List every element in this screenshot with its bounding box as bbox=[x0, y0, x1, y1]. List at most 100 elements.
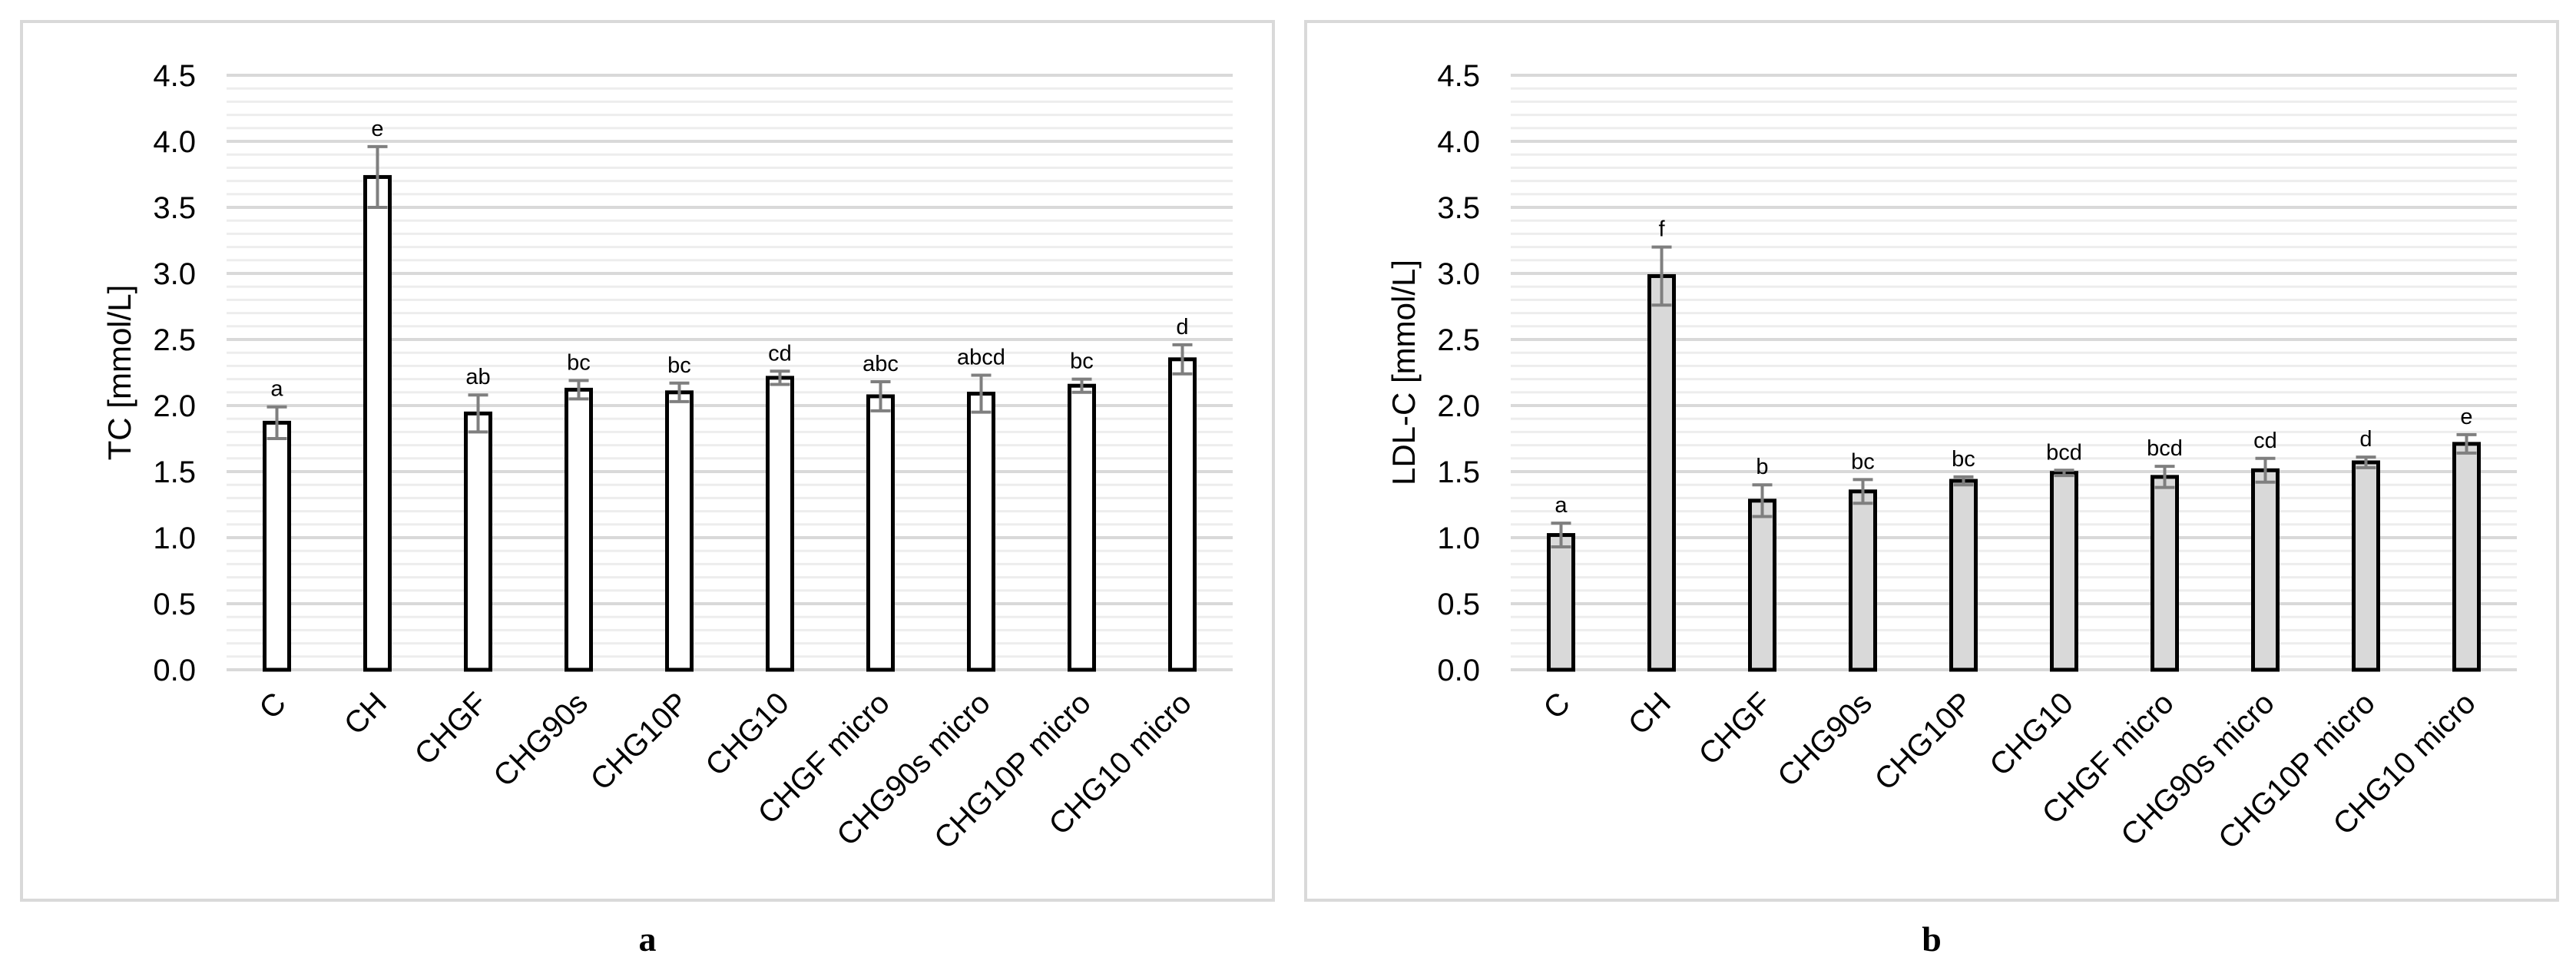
x-tick-label: CHGF bbox=[1693, 686, 1778, 771]
error-bar bbox=[2154, 465, 2175, 489]
bar-chg10p bbox=[665, 390, 694, 672]
y-axis-label: LDL-C [mmol/L] bbox=[1386, 260, 1422, 485]
bar-chg10 bbox=[2050, 471, 2078, 672]
bar-chgf bbox=[464, 411, 492, 672]
y-tick-label: 1.0 bbox=[1437, 522, 1480, 555]
x-tick-label: C bbox=[253, 686, 293, 726]
gridlines bbox=[227, 74, 1233, 671]
panel-label-a: a bbox=[638, 919, 657, 959]
y-tick-label: 2.5 bbox=[1437, 323, 1480, 357]
significance-letter: bc bbox=[567, 350, 591, 375]
error-bar bbox=[2456, 432, 2477, 455]
bar-ch bbox=[363, 174, 392, 672]
significance-letter: b bbox=[1756, 455, 1768, 479]
x-tick-label: CHG10 bbox=[699, 686, 795, 782]
y-tick-label: 1.5 bbox=[153, 455, 196, 489]
bar-chgf-micro bbox=[866, 394, 895, 672]
bar-chgf bbox=[1748, 498, 1776, 672]
y-axis-label: TC [mmol/L] bbox=[101, 285, 137, 461]
y-tick-label: 0.5 bbox=[153, 588, 196, 621]
error-bar bbox=[1953, 475, 1974, 487]
error-bar bbox=[568, 379, 589, 401]
bar-chg90s bbox=[1849, 489, 1877, 672]
significance-letter: bc bbox=[1952, 447, 1975, 472]
significance-letter: a bbox=[1555, 493, 1568, 518]
y-tick-label: 0.5 bbox=[1437, 588, 1480, 621]
bar-chg10-micro bbox=[2452, 442, 2481, 672]
y-tick-label: 2.5 bbox=[153, 323, 196, 357]
y-tick-label: 4.0 bbox=[1437, 125, 1480, 159]
significance-letter: e bbox=[371, 117, 383, 141]
significance-letter: d bbox=[1176, 315, 1188, 339]
significance-letter: cd bbox=[768, 341, 792, 366]
chart-panel-a: 0.0 0.5 1.0 1.5 2.0 2.5 3.0 3.5 4.0 4.5 TC [mmol/L… bbox=[20, 20, 1275, 902]
significance-letter: bcd bbox=[2147, 436, 2183, 461]
error-bar bbox=[1752, 483, 1773, 518]
y-tick-label: 3.0 bbox=[153, 257, 196, 291]
bar-c bbox=[1547, 533, 1575, 672]
x-tick-label: CH bbox=[338, 686, 393, 741]
y-tick-label: 2.0 bbox=[1437, 389, 1480, 423]
x-tick-label: CH bbox=[1622, 686, 1677, 741]
significance-letter: cd bbox=[2253, 429, 2277, 453]
significance-letter: bcd bbox=[2046, 440, 2082, 465]
bar-chg90s-micro bbox=[2251, 468, 2280, 672]
y-tick-label: 2.0 bbox=[153, 389, 196, 423]
error-bar bbox=[1651, 245, 1672, 307]
y-tick-label: 3.0 bbox=[1437, 257, 1480, 291]
significance-letter: abcd bbox=[957, 345, 1005, 369]
y-tick-label: 4.0 bbox=[153, 125, 196, 159]
significance-letter: f bbox=[1658, 217, 1665, 242]
error-bar bbox=[2255, 456, 2276, 484]
y-tick-label: 1.5 bbox=[1437, 455, 1480, 489]
error-bar bbox=[2054, 469, 2074, 478]
chart-a-svg: 0.0 0.5 1.0 1.5 2.0 2.5 3.0 3.5 4.0 4.5 TC [mmol/L… bbox=[101, 59, 1233, 856]
error-bar bbox=[2356, 455, 2376, 469]
error-bar bbox=[1551, 522, 1571, 549]
significance-letter: bc bbox=[1851, 449, 1875, 474]
error-bar bbox=[367, 144, 388, 209]
chart-b-svg: 0.0 0.5 1.0 1.5 2.0 2.5 3.0 3.5 4.0 4.5 LDL-C [mmo… bbox=[1386, 59, 2517, 856]
significance-letter: bc bbox=[667, 353, 691, 378]
error-bar bbox=[1071, 377, 1092, 394]
x-tick-label: CHG10 bbox=[1983, 686, 2079, 782]
significance-letter: ab bbox=[465, 365, 490, 389]
gridlines bbox=[1511, 74, 2517, 671]
error-bar bbox=[971, 373, 992, 414]
panel-label-b: b bbox=[1922, 919, 1942, 959]
bar-chg10p bbox=[1949, 479, 1978, 672]
bar-chg90s-micro bbox=[967, 392, 995, 672]
bar-chg10p-micro bbox=[2352, 460, 2380, 672]
error-bar bbox=[267, 405, 287, 440]
significance-letter: d bbox=[2359, 427, 2372, 452]
bar-ch bbox=[1647, 273, 1676, 672]
significance-letter: e bbox=[2460, 405, 2472, 429]
bar-chgf-micro bbox=[2151, 475, 2179, 672]
bar-chg10-micro bbox=[1168, 357, 1197, 672]
y-tick-label: 4.5 bbox=[153, 59, 196, 93]
error-bar bbox=[468, 393, 488, 434]
bar-chg10 bbox=[766, 376, 794, 672]
x-tick-label: CHG90s bbox=[487, 686, 594, 793]
x-tick-label: C bbox=[1537, 686, 1577, 726]
error-bar bbox=[770, 369, 790, 386]
x-tick-label: CHG10P bbox=[1869, 686, 1979, 797]
y-tick-label: 3.5 bbox=[1437, 191, 1480, 225]
x-tick-label: CHG10P bbox=[584, 686, 695, 797]
x-tick-label: CHG90s bbox=[1771, 686, 1879, 793]
error-bar bbox=[1172, 343, 1193, 376]
x-tick-label: CHGF bbox=[409, 686, 494, 771]
chart-panel-b: 0.0 0.5 1.0 1.5 2.0 2.5 3.0 3.5 4.0 4.5 LDL-C [mmo… bbox=[1304, 20, 2559, 902]
y-tick-label: 0.0 bbox=[1437, 654, 1480, 687]
bar-c bbox=[263, 420, 291, 672]
significance-letter: bc bbox=[1070, 349, 1094, 374]
significance-letter: abc bbox=[863, 352, 899, 376]
y-tick-label: 4.5 bbox=[1437, 59, 1480, 93]
error-bar bbox=[870, 380, 891, 412]
y-tick-label: 3.5 bbox=[153, 191, 196, 225]
bar-chg90s bbox=[565, 387, 593, 672]
bar-chg10p-micro bbox=[1068, 383, 1096, 672]
y-tick-label: 0.0 bbox=[153, 654, 196, 687]
significance-letter: a bbox=[270, 377, 283, 402]
error-bar bbox=[669, 381, 690, 403]
